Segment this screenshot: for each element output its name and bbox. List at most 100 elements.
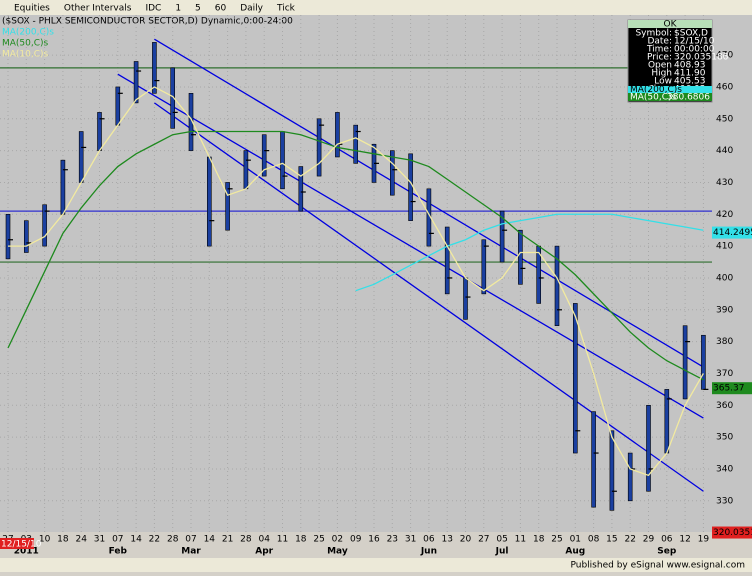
- price-bar: [444, 226, 450, 295]
- price-bar: [42, 204, 47, 247]
- price-bar: [97, 112, 102, 151]
- info-value: 411.90: [674, 69, 706, 79]
- x-tick-label: 20: [460, 535, 472, 545]
- price-bar: [408, 153, 413, 221]
- y-tick-label: 350: [716, 433, 733, 443]
- toolbar-item[interactable]: 60: [215, 4, 227, 14]
- x-tick-label: 06: [423, 535, 435, 545]
- month-label: 2011: [14, 547, 39, 557]
- toolbar-item[interactable]: Equities: [14, 4, 50, 14]
- value-label: 320.035186: [713, 528, 752, 538]
- y-tick-label: 430: [716, 178, 733, 188]
- x-tick-label: 11: [277, 535, 288, 545]
- price-bar: [481, 239, 487, 295]
- x-tick-label: 28: [240, 535, 252, 545]
- x-tick-label: 14: [130, 535, 142, 545]
- price-bar: [133, 61, 139, 104]
- x-tick-label: 14: [204, 535, 216, 545]
- price-bar: [701, 334, 706, 390]
- price-bar: [389, 150, 395, 196]
- info-ma50-bg: [628, 93, 712, 101]
- x-tick-label: 23: [387, 535, 398, 545]
- x-tick-label: 27: [478, 535, 489, 545]
- toolbar-item[interactable]: Tick: [276, 4, 296, 14]
- toolbar-item[interactable]: Daily: [240, 4, 263, 14]
- y-tick-label: 460: [716, 82, 733, 92]
- x-tick-label: 01: [570, 535, 581, 545]
- price-bar: [353, 124, 359, 164]
- y-tick-label: 360: [716, 401, 733, 411]
- price-bar: [60, 159, 66, 215]
- price-bar: [499, 210, 505, 263]
- info-value: 12/15/10: [674, 37, 715, 47]
- x-tick-label: 25: [313, 535, 324, 545]
- info-label: Open: [648, 61, 672, 71]
- info-label: Time:: [646, 45, 672, 55]
- price-bar: [682, 325, 688, 400]
- info-value: 408.93: [674, 61, 706, 71]
- month-label: Apr: [255, 547, 273, 557]
- x-tick-label: 09: [350, 535, 362, 545]
- price-bar: [554, 245, 560, 327]
- x-tick-label: 12: [679, 535, 690, 545]
- x-tick-label: 29: [643, 535, 655, 545]
- x-tick-label: 13: [441, 535, 452, 545]
- x-tick-label: 31: [405, 535, 416, 545]
- x-tick-label: 22: [624, 535, 635, 545]
- toolbar-item[interactable]: 5: [195, 4, 201, 14]
- y-tick-label: 470: [716, 51, 733, 61]
- price-bar: [316, 118, 322, 177]
- y-tick-label: 440: [716, 146, 733, 156]
- x-tick-label: 16: [368, 535, 380, 545]
- month-label: Aug: [565, 547, 585, 557]
- chart-title: ($SOX - PHLX SEMICONDUCTOR SECTOR,D) Dyn…: [2, 17, 293, 27]
- x-tick-label: 22: [149, 535, 160, 545]
- price-bar: [152, 42, 157, 94]
- info-label: Date:: [647, 37, 672, 47]
- cursor-date-box: [0, 538, 34, 549]
- price-bar: [115, 86, 121, 126]
- ma-line: [7, 130, 704, 381]
- price-bar: [78, 131, 84, 183]
- x-tick-label: 18: [533, 535, 545, 545]
- ma-line: [8, 86, 704, 477]
- info-ma200-bg: [628, 86, 712, 93]
- x-tick-label: 19: [698, 535, 710, 545]
- price-bar: [609, 430, 615, 511]
- x-tick-label: 31: [94, 535, 105, 545]
- cursor-date: 12/15/10: [1, 540, 42, 550]
- x-tick-label: 11: [515, 535, 526, 545]
- price-bar: [627, 452, 633, 502]
- toolbar-item[interactable]: IDC: [145, 4, 161, 14]
- price-bar: [225, 182, 230, 231]
- info-ma50-value: 380.6806: [667, 93, 710, 103]
- x-tick-label: 07: [185, 535, 196, 545]
- ma-line: [355, 213, 704, 292]
- legend-item: MA(10,C)s: [2, 50, 49, 60]
- info-label: Low: [654, 77, 672, 87]
- price-bar: [572, 303, 578, 454]
- x-tick-label: 21: [222, 535, 233, 545]
- legend-item: MA(200,C)s: [2, 28, 54, 38]
- info-value: 320.035186: [674, 53, 729, 63]
- value-label-box: [712, 382, 752, 395]
- x-axis-area: [0, 532, 752, 558]
- footer: Published by eSignal www.esignal.com: [571, 561, 746, 571]
- month-label: May: [327, 547, 348, 557]
- month-label: Jun: [420, 547, 437, 557]
- month-label: Feb: [109, 547, 128, 557]
- toolbar-item[interactable]: 1: [175, 4, 181, 14]
- toolbar-item[interactable]: Other Intervals: [64, 4, 132, 14]
- value-label: 365.37: [713, 384, 745, 394]
- x-tick-label: 02: [332, 535, 343, 545]
- price-bar: [335, 112, 340, 158]
- y-tick-label: 340: [716, 464, 733, 474]
- toolbar: [0, 0, 752, 15]
- month-label: Mar: [181, 547, 201, 557]
- y-axis-area: [712, 15, 752, 532]
- x-tick-label: 10: [39, 535, 51, 545]
- price-bar: [23, 220, 29, 253]
- plot-area: [0, 15, 712, 532]
- x-tick-label: 07: [112, 535, 123, 545]
